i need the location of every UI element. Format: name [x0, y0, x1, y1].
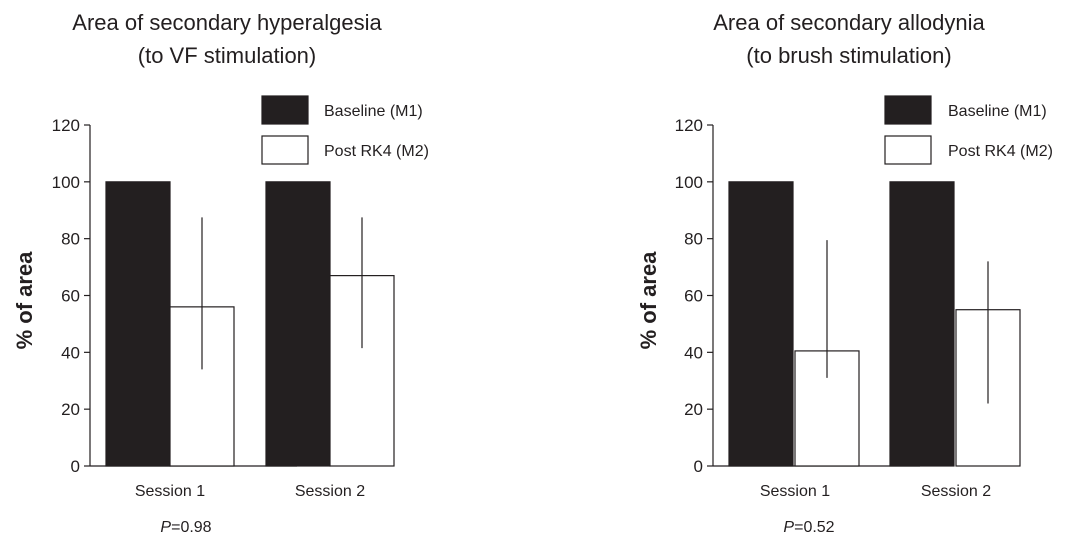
chart1-p-value-number: =0.98 — [171, 519, 212, 536]
chart1-legend-label-1: Baseline (M1) — [324, 103, 423, 120]
chart2-bar-baseline-session-2 — [889, 181, 955, 467]
chart2: Area of secondary allodynia (to brush sti… — [636, 10, 1053, 536]
chart1-y-tick-label-120: 120 — [52, 116, 80, 135]
chart1-legend-swatch-2 — [261, 135, 309, 165]
chart2-y-tick-label-100: 100 — [675, 173, 703, 192]
chart2-p-value: P=0.52 — [783, 519, 834, 536]
chart2-category-label-2: Session 2 — [921, 483, 991, 500]
chart2-p-value-number: =0.52 — [794, 519, 835, 536]
chart2-legend-label-2: Post RK4 (M2) — [948, 143, 1053, 160]
chart2-category-label-1: Session 1 — [760, 483, 830, 500]
chart1-y-tick-label-80: 80 — [61, 230, 80, 249]
chart1-y-tick-label-0: 0 — [71, 457, 80, 476]
chart2-p-value-letter: P — [783, 519, 794, 536]
chart1-title-line-1: Area of secondary hyperalgesia — [72, 10, 382, 35]
chart2-y-tick-label-0: 0 — [694, 457, 703, 476]
chart2-y-tick-label-20: 20 — [684, 400, 703, 419]
chart2-legend-swatch-2 — [884, 135, 932, 165]
chart2-y-axis-label: % of area — [636, 251, 661, 350]
chart2-title-line-2: (to brush stimulation) — [746, 43, 951, 68]
chart2-legend-swatch-1 — [884, 95, 932, 125]
chart2-title-line-1: Area of secondary allodynia — [713, 10, 985, 35]
chart1-y-tick-label-20: 20 — [61, 400, 80, 419]
chart1-y-tick-label-100: 100 — [52, 173, 80, 192]
chart2-y-tick-label-80: 80 — [684, 230, 703, 249]
chart1: Area of secondary hyperalgesia (to VF sti… — [12, 10, 429, 536]
chart2-y-tick-label-40: 40 — [684, 343, 703, 362]
chart1-legend-label-2: Post RK4 (M2) — [324, 143, 429, 160]
chart2-bar-baseline-session-1 — [728, 181, 794, 467]
chart2-legend-label-1: Baseline (M1) — [948, 103, 1047, 120]
chart1-bar-baseline-session-2 — [265, 181, 331, 467]
chart1-bar-baseline-session-1 — [105, 181, 171, 467]
chart1-category-label-2: Session 2 — [295, 483, 365, 500]
chart1-category-label-1: Session 1 — [135, 483, 205, 500]
chart1-legend-swatch-1 — [261, 95, 309, 125]
chart1-y-tick-label-60: 60 — [61, 287, 80, 306]
chart2-y-tick-label-60: 60 — [684, 287, 703, 306]
chart1-p-value-letter: P — [160, 519, 171, 536]
chart1-y-axis-label: % of area — [12, 251, 37, 350]
chart2-y-tick-label-120: 120 — [675, 116, 703, 135]
chart1-y-tick-label-40: 40 — [61, 343, 80, 362]
chart1-title-line-2: (to VF stimulation) — [138, 43, 317, 68]
chart1-p-value: P=0.98 — [160, 519, 211, 536]
